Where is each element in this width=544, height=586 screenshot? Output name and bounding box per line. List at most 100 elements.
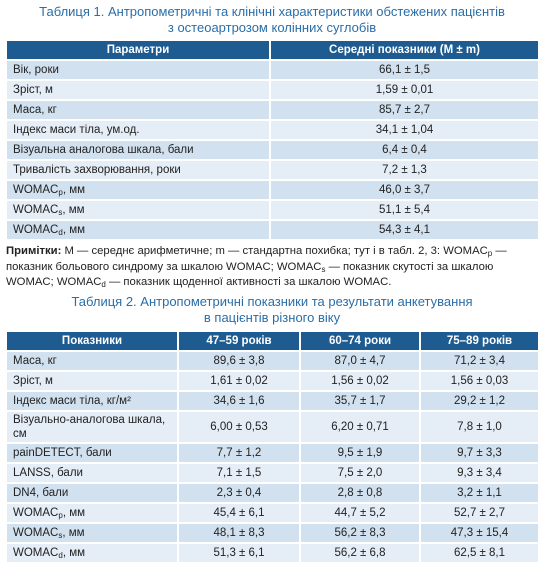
value-cell: 1,59 ± 0,01: [269, 79, 540, 101]
title-line: Таблиця 2. Антропометричні показники та …: [71, 293, 473, 309]
table-row: Вік, роки 66,1 ± 1,5: [5, 59, 540, 81]
value-cell: 1,61 ± 0,02: [177, 369, 301, 392]
table-row: WOMACd, мм 54,3 ± 4,1: [5, 219, 540, 241]
value-cell: 62,5 ± 8,1: [419, 541, 540, 564]
value-cell: 56,2 ± 8,3: [299, 521, 421, 544]
label-text: , мм: [62, 184, 86, 196]
value-cell: 56,2 ± 6,8: [299, 541, 421, 564]
label-subscript: d: [58, 228, 63, 237]
label-text: WOMAC: [13, 506, 59, 519]
header-cell: 47–59 років: [177, 329, 301, 352]
row-label: Індекс маси тіла, ум.од.: [5, 119, 271, 141]
label-text: , мм: [62, 546, 86, 559]
title-line: з остеоартрозом колінних суглобів: [167, 20, 377, 35]
value-cell: 7,5 ± 2,0: [299, 461, 421, 484]
notes-subscript: p: [487, 249, 493, 258]
value-cell: 89,6 ± 3,8: [177, 349, 301, 372]
row-label: Тривалість захворювання, роки: [5, 159, 271, 181]
value-cell: 51,3 ± 6,1: [177, 541, 301, 564]
label-text: , мм: [62, 224, 86, 236]
table-row: WOMACs, мм 51,1 ± 5,4: [5, 199, 540, 221]
label-subscript: p: [58, 188, 63, 197]
row-label: WOMACp, мм: [5, 501, 179, 524]
notes-text: — показник щоденної активності за шкалою…: [105, 276, 392, 288]
value-cell: 9,5 ± 1,9: [299, 441, 421, 464]
table-row: WOMACd, мм 51,3 ± 6,1 56,2 ± 6,8 62,5 ± 8,1: [5, 541, 540, 564]
value-cell: 9,7 ± 3,3: [419, 441, 540, 464]
table-title: Таблиця 2. Антропометричні показники та …: [0, 294, 544, 326]
value-cell: 6,20 ± 0,71: [299, 409, 421, 444]
table-title: Таблиця 1. Антропометричні та клінічні х…: [0, 4, 544, 36]
label-subscript: s: [58, 530, 63, 540]
row-label: LANSS, бали: [5, 461, 179, 484]
table-row: Маса, кг 89,6 ± 3,8 87,0 ± 4,7 71,2 ± 3,4: [5, 349, 540, 372]
table-row: Індекс маси тіла, кг/м² 34,6 ± 1,6 35,7 ± …: [5, 389, 540, 412]
value-cell: 34,1 ± 1,04: [269, 119, 540, 141]
row-label: WOMACp, мм: [5, 179, 271, 201]
notes-label: Примітки:: [6, 245, 62, 257]
title-line: Таблиця 1. Антропометричні та клінічні х…: [39, 4, 505, 19]
table-row: Візуально-аналогова шкала, см 6,00 ± 0,53…: [5, 409, 540, 444]
row-label: painDETECT, бали: [5, 441, 179, 464]
value-cell: 1,56 ± 0,02: [299, 369, 421, 392]
table-row: WOMACp, мм 45,4 ± 6,1 44,7 ± 5,2 52,7 ± 2,7: [5, 501, 540, 524]
value-cell: 29,2 ± 1,2: [419, 389, 540, 412]
value-cell: 66,1 ± 1,5: [269, 59, 540, 81]
notes-text: — показник больового синдрому за шкалою …: [6, 245, 507, 273]
value-cell: 7,7 ± 1,2: [177, 441, 301, 464]
table-row: painDETECT, бали 7,7 ± 1,2 9,5 ± 1,9 9,7 ± …: [5, 441, 540, 464]
table-row: Тривалість захворювання, роки 7,2 ± 1,3: [5, 159, 540, 181]
value-cell: 9,3 ± 3,4: [419, 461, 540, 484]
label-text: WOMAC: [13, 526, 59, 539]
value-cell: 46,0 ± 3,7: [269, 179, 540, 201]
value-cell: 2,3 ± 0,4: [177, 481, 301, 504]
notes-subscript: s: [321, 264, 326, 274]
header-row: Параметри Середні показники (M ± m): [5, 39, 540, 61]
value-cell: 45,4 ± 6,1: [177, 501, 301, 524]
value-cell: 7,8 ± 1,0: [419, 409, 540, 444]
title-line: в пацієнтів різного віку: [203, 309, 341, 325]
value-cell: 54,3 ± 4,1: [269, 219, 540, 241]
label-text: WOMAC: [13, 224, 59, 236]
table-row: WOMACs, мм 48,1 ± 8,3 56,2 ± 8,3 47,3 ± 15,…: [5, 521, 540, 544]
notes: Примітки: M — середнє арифметичне; m — с…: [6, 244, 538, 291]
value-cell: 6,00 ± 0,53: [177, 409, 301, 444]
header-cell: Параметри: [5, 39, 271, 61]
table: Параметри Середні показники (M ± m) Вік, р…: [5, 39, 540, 241]
row-label: Маса, кг: [5, 99, 271, 121]
row-label: DN4, бали: [5, 481, 179, 504]
label-text: WOMAC: [13, 184, 59, 196]
row-label: WOMACs, мм: [5, 199, 271, 221]
row-label: WOMACs, мм: [5, 521, 179, 544]
value-cell: 71,2 ± 3,4: [419, 349, 540, 372]
value-cell: 34,6 ± 1,6: [177, 389, 301, 412]
notes-subscript: d: [101, 280, 106, 289]
value-cell: 6,4 ± 0,4: [269, 139, 540, 161]
table-row: Маса, кг 85,7 ± 2,7: [5, 99, 540, 121]
label-text: , мм: [62, 204, 85, 216]
value-cell: 1,56 ± 0,03: [419, 369, 540, 392]
value-cell: 48,1 ± 8,3: [177, 521, 301, 544]
row-label: Вік, роки: [5, 59, 271, 81]
table-row: DN4, бали 2,3 ± 0,4 2,8 ± 0,8 3,2 ± 1,1: [5, 481, 540, 504]
header-cell: Показники: [5, 329, 179, 352]
value-cell: 85,7 ± 2,7: [269, 99, 540, 121]
value-cell: 3,2 ± 1,1: [419, 481, 540, 504]
header-cell: Середні показники (M ± m): [269, 39, 540, 61]
table-row: Зріст, м 1,59 ± 0,01: [5, 79, 540, 101]
row-label: Візуально-аналогова шкала, см: [5, 409, 179, 444]
table-row: WOMACp, мм 46,0 ± 3,7: [5, 179, 540, 201]
label-text: WOMAC: [13, 204, 59, 216]
table-row: Зріст, м 1,61 ± 0,02 1,56 ± 0,02 1,56 ± 0,0…: [5, 369, 540, 392]
row-label: Зріст, м: [5, 369, 179, 392]
table: Показники 47–59 років 60–74 роки 75–89 рокі…: [5, 329, 540, 564]
value-cell: 2,8 ± 0,8: [299, 481, 421, 504]
label-text: , мм: [62, 526, 85, 539]
label-text: , мм: [62, 506, 86, 519]
notes-text: — показник скутості за шкалою WOMAC; WOM…: [6, 260, 494, 289]
header-cell: 75–89 років: [419, 329, 540, 352]
label-text: WOMAC: [13, 546, 59, 559]
row-label: WOMACd, мм: [5, 219, 271, 241]
label-subscript: p: [58, 510, 63, 520]
